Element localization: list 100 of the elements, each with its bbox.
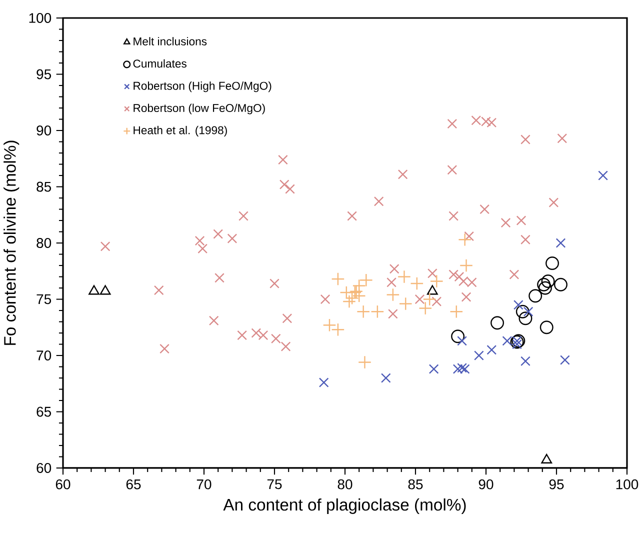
point [474,350,484,360]
point [410,276,424,290]
point [516,304,530,318]
point [448,211,459,221]
point [513,300,524,310]
point [370,304,384,318]
point [100,241,110,252]
point [598,170,608,180]
point [397,270,411,284]
point [237,330,248,340]
point [447,118,458,129]
point [285,184,295,194]
legend-label: Robertson (High FeO/MgO) [134,82,272,92]
point [428,364,439,374]
point [386,288,400,302]
point [154,285,164,296]
point [432,296,442,306]
point [386,277,396,288]
point [490,316,504,330]
point [541,274,555,288]
point [356,304,370,318]
point [447,164,458,175]
point [500,218,511,228]
point [556,238,566,248]
y-tick-label: 85 [36,182,52,192]
x-tick-label: 85 [408,479,423,490]
x-tick-label: 100 [616,479,638,490]
point [461,292,472,302]
point [448,270,459,280]
point [342,294,356,308]
point [486,344,497,355]
point [100,285,111,295]
point [352,289,366,303]
point [541,454,552,464]
point [458,232,472,246]
y-tick-label: 70 [36,350,52,360]
point [352,279,366,292]
point [88,285,100,295]
point [282,313,292,324]
point [198,244,208,254]
x-axis-title: An content of plagioclase (mol%) [223,498,466,514]
point [380,373,391,383]
point [374,196,384,206]
point [389,264,400,274]
point [430,274,444,288]
point [331,272,345,286]
point [548,198,559,208]
point [279,180,290,190]
legend-label: Robertson (low FeO/MgO) [134,104,265,114]
point [537,278,551,292]
point [160,344,170,354]
point [280,342,291,352]
point [238,211,248,221]
x-tick-label: 90 [478,479,494,490]
x-tick-label: 95 [549,479,564,490]
point [427,268,438,278]
point [418,302,432,315]
point [516,216,526,226]
y-tick-label: 75 [36,294,52,304]
legend-label: Melt inclusions [134,37,207,46]
point [554,278,568,292]
point [454,272,464,282]
point [318,378,329,388]
point [520,234,530,245]
point [509,270,520,280]
x-tick-label: 75 [267,479,282,490]
point [450,304,464,318]
point [358,356,372,369]
point [388,308,398,319]
legend-label: Heath et al. (1998) [134,126,227,136]
y-axis-title: Fo content of olivine (mol%) [4,140,20,345]
point [480,204,490,214]
point [208,316,219,326]
point [213,229,224,239]
point [464,231,474,242]
point [347,211,357,221]
point [520,356,530,366]
point [359,273,373,287]
y-tick-label: 80 [36,238,52,248]
point [546,256,559,270]
point [422,292,436,306]
y-tick-label: 100 [29,13,52,23]
y-tick-label: 90 [36,126,52,136]
point [414,294,425,304]
point [398,169,408,180]
y-tick-label: 65 [36,406,52,417]
point [557,133,568,144]
point [540,320,554,334]
point [486,118,497,128]
point [194,236,205,246]
point [426,285,438,295]
point [518,312,532,326]
legend-label: Cumulates [133,59,186,68]
point [270,334,281,344]
x-tick-label: 80 [338,479,352,490]
point [520,134,530,144]
y-tick-label: 60 [36,463,52,473]
point [528,289,542,303]
x-tick-label: 70 [196,479,212,490]
point [523,306,534,317]
